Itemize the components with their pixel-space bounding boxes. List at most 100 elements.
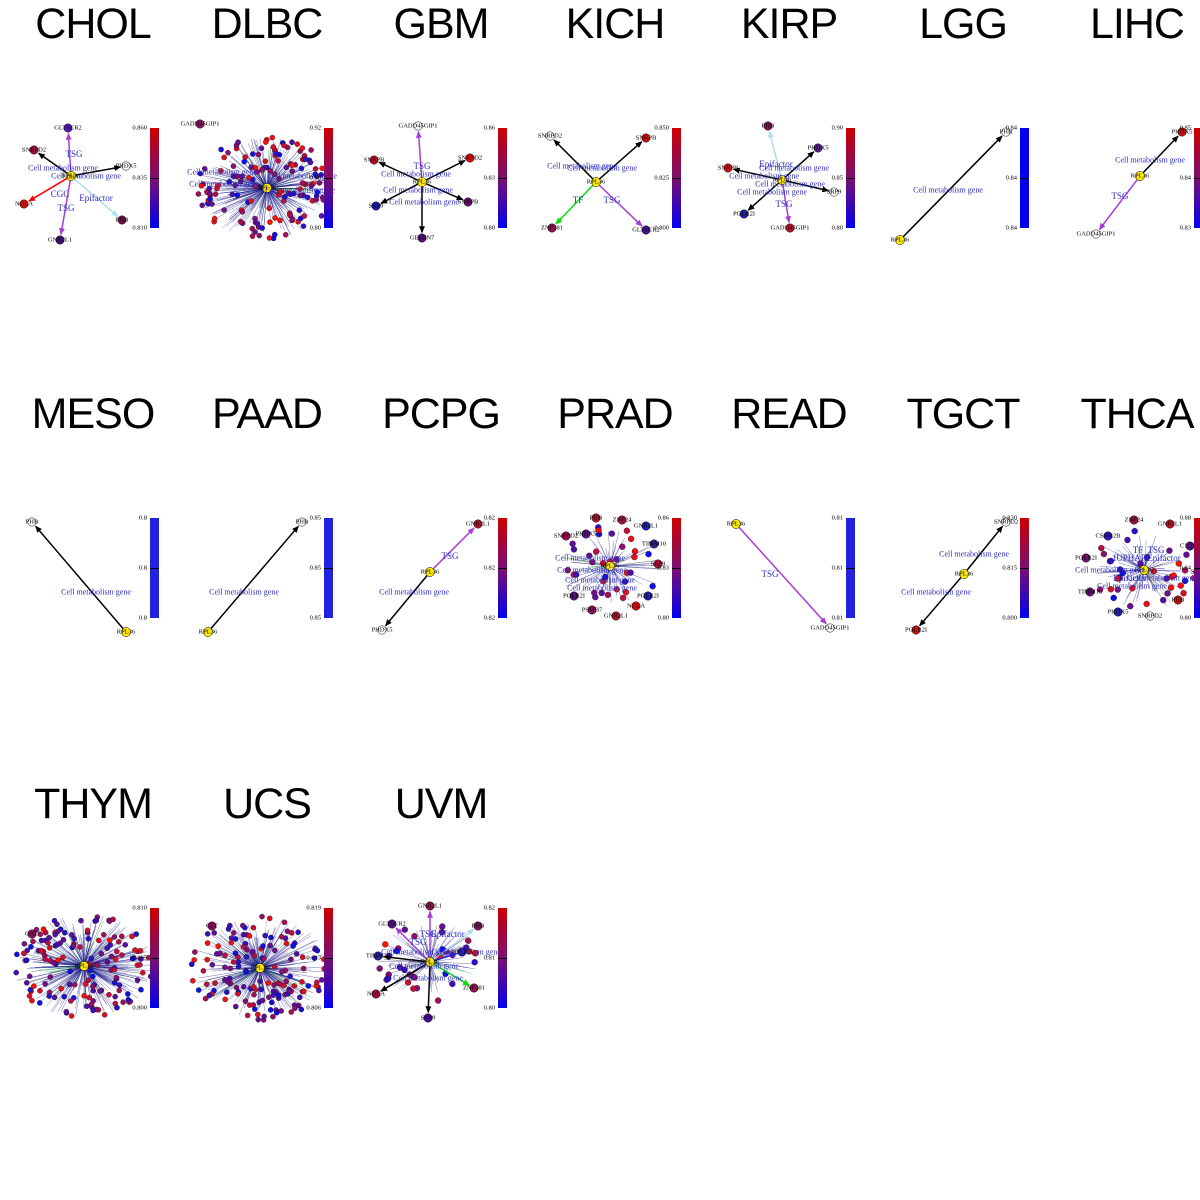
network-diagram: GLT RPL36 0.819 0.813 0.806 [182,890,352,1050]
network-diagram: GADD45GIP1 RPL36 Cell metabolism gene Cell … [181,110,352,270]
colorbar-tick-label: 0.82 [483,514,495,522]
gene-node-label: RPL36 [420,958,440,966]
panel-title: READ [731,390,847,438]
gene-node [463,197,473,207]
colorbar-tick-label: 0.850 [654,124,669,132]
gene-node [561,531,571,541]
gene-node [1177,127,1187,137]
gene-node-label: GLT [205,922,219,930]
network-canvas [369,121,475,243]
network-edge [415,130,423,178]
colorbar-tick-label: 0.81 [831,614,843,622]
gene-node [829,187,839,197]
hub-node [591,177,601,187]
colorbar-tick-label: 0.806 [306,1004,321,1012]
network-edge [59,180,71,236]
edge-type-label: Cell metabolism gene [393,973,463,983]
network-diagram: ZNF24GNB2L1CSNK2BC1QBPPOLR2IRPL36SRP9TIM… [1052,500,1200,660]
edge-type-label: TSG [1147,545,1165,555]
gene-node-label: SNRPD2 [1137,612,1163,620]
colorbar-tick-label: 0.80 [831,224,843,232]
gene-node [581,529,591,539]
gene-node-label: TIMM10 [1077,588,1103,596]
gene-node-label: GNB2L1 [1157,520,1183,528]
network-diagram: PHDX5 RPL36 GADD45GIP1 Cell metabolism gene… [1052,110,1200,270]
gene-node [457,947,467,957]
colorbar-tick-label: 0.80 [309,224,321,232]
edge-type-label: Cell metabolism gene [189,179,259,189]
colorbar-tick-mark [150,178,159,179]
colorbar-tick-label: 0.8 [138,514,147,522]
network-edge [433,928,475,960]
edge-type-label: Cell metabolism gene [187,167,257,177]
edge-type-label: Cell metabolism gene [913,185,983,195]
gene-node [29,145,39,155]
edge-type-label: Epifactor [1147,553,1181,563]
panel-lgg: LGG PHB RPL36 Cell metabolism gene 0.84 0.84 0… [878,0,1048,390]
colorbar-tick-label: 0.860 [132,124,147,132]
edge-type-label: Epifactor [759,159,793,169]
hub-node [777,175,787,185]
panel-title: LGG [919,0,1008,48]
gene-node [195,119,205,129]
gene-node-label: ZNF281 [540,224,564,232]
gene-node-label: PHDX5 [807,144,829,152]
gene-node-label: PHB [999,128,1013,136]
colorbar-tick-label: 0.82 [483,904,495,912]
network-edge [1142,135,1179,174]
colorbar-tick-label: 0.830 [1002,514,1017,522]
panel-gbm: GBM GADD45GIP1 SNRPD2 SNRPB RPL36 SNRPB SRP9 GE… [356,0,526,390]
edge-type-label: IUPHAR [1113,553,1147,563]
gene-node-label: RPL36 [61,172,81,180]
network-canvas [545,131,651,235]
edge-type-label: Cell metabolism gene [265,185,335,195]
panel-title: THCA [1080,390,1194,438]
gene-node-label: ZNF24 [1124,516,1144,524]
gene-node-label: SNRPB [717,164,739,172]
gene-node-label: RPL36 [890,236,910,244]
colorbar-tick-label: 0.83 [1179,224,1191,232]
edge-type-label: Cell metabolism gene [567,583,637,593]
edge-type-label: Cell metabolism gene [759,163,829,173]
edge-type-label: TSG [57,203,75,213]
panel-title: UVM [394,780,489,828]
gene-node [1103,531,1113,541]
hub-node [417,177,427,187]
gene-node-label: POLR2I [732,210,756,218]
panel-pcpg: PCPG GNB2L1 RPL36 PHDX5 TSG Cell metabolism g… [356,390,526,780]
panel-title: KIRP [740,0,838,48]
gene-node-label: PHDX5 [1171,128,1193,136]
edge-type-label: Epifactor [431,929,465,939]
colorbar-tick-label: 0.83 [483,174,495,182]
gene-node-label: RPL36 [600,562,620,570]
panel-title: THYM [34,780,153,828]
network-edge [902,135,1003,238]
gene-node [641,133,651,143]
panel-uvm: UVM GNB2L1 GLTSCR2 PHB POLR2I RPL36 TIMM28 ZNF2… [356,780,526,1170]
gene-node [763,121,773,131]
gene-node [423,1013,433,1023]
colorbar-tick-label: 0.86 [657,514,669,522]
colorbar-tick-label: 0.81 [831,564,843,572]
gene-node-label: GNB2L1 [47,236,73,244]
network-edge [781,184,792,224]
colorbar-tick-mark [672,568,681,569]
hub-node [1139,565,1149,575]
gene-node-label: SNRPD2 [457,154,483,162]
colorbar-tick-label: 0.82 [483,564,495,572]
network-edge [380,963,427,992]
edge-type-label: Cell metabolism gene [729,171,799,181]
hub-node [203,627,213,637]
edge-type-label: Cell metabolism gene [431,947,501,957]
panel-title: KICH [565,0,666,48]
network-edge [35,525,124,630]
edge-type-label: Cell metabolism gene [555,553,625,563]
panel-title: LIHC [1090,0,1185,48]
colorbar-tick-label: 0.81 [483,954,495,962]
colorbar-tick-label: 0.81 [831,514,843,522]
gene-node-label: SRP9 [368,202,384,210]
colorbar-tick-label: 0.825 [654,174,669,182]
gene-node [911,625,921,635]
colorbar-tick-mark [1020,568,1029,569]
gene-node [413,121,423,131]
